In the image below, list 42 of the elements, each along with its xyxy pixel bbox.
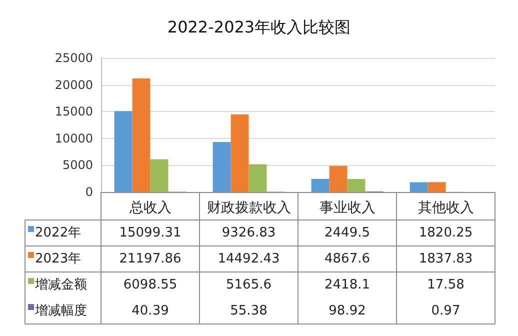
data-label: 1837.83 [418,252,473,266]
bar [410,182,428,192]
data-label: 6098.55 [123,278,178,292]
y-tick-label: 15000 [54,104,93,119]
legend-label: 2023年 [35,252,82,266]
data-label: 14492.43 [218,252,280,266]
data-label: 17.58 [427,278,464,292]
data-label: 2418.1 [324,278,370,292]
data-label: 2449.5 [324,226,370,240]
y-tick-label: 20000 [54,78,93,92]
data-label: 55.38 [230,304,268,318]
bar [311,178,330,192]
data-label: 4867.6 [324,252,370,266]
legend-label: 增减幅度 [34,302,87,318]
legend-label: 2022年 [35,226,82,240]
bar [329,166,348,192]
bar [230,114,249,192]
data-label: 1820.25 [418,226,473,240]
y-tick-label: 5000 [62,158,93,172]
data-label: 98.92 [328,304,366,318]
bar [150,159,168,192]
bar [212,142,231,192]
bar [347,179,366,192]
data-label: 5165.6 [226,278,272,292]
data-label: 21197.86 [119,252,182,266]
bar [114,111,132,192]
x-tick-label: 其他收入 [418,200,474,216]
chart-title: 2022-2023年收入比较图 [167,18,351,36]
y-tick-label: 0 [85,185,93,199]
y-tick-label: 25000 [54,51,93,65]
data-label: 40.39 [132,304,169,318]
data-label: 15099.31 [119,226,182,240]
x-tick-label: 事业收入 [319,200,376,216]
x-tick-label: 总收入 [128,200,172,216]
y-tick-label: 10000 [54,131,93,146]
bar [132,78,150,192]
bar [248,164,267,192]
bar [428,182,446,192]
data-label: 9326.83 [222,226,276,240]
x-tick-label: 财政拨款收入 [206,200,291,216]
data-label: 0.97 [431,304,460,318]
legend-label: 增减金额 [34,278,87,292]
